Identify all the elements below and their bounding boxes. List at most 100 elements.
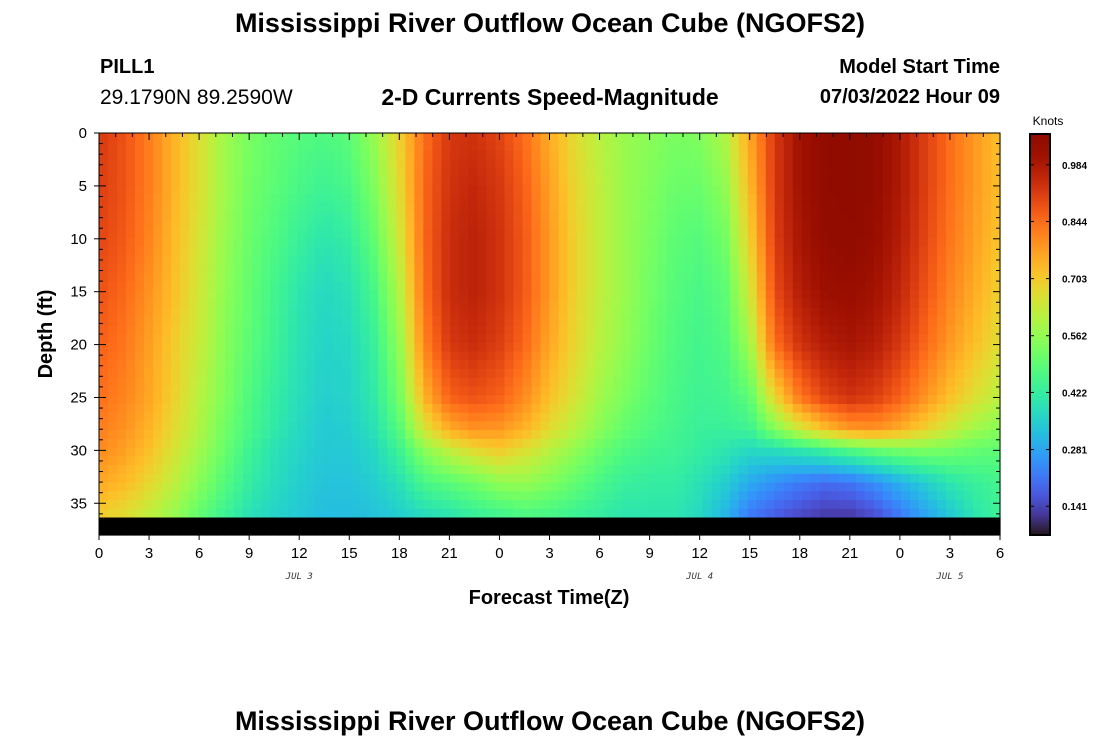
heatmap-cell (891, 395, 902, 405)
heatmap-cell (207, 482, 217, 492)
heatmap-cell (513, 342, 524, 353)
heatmap-cell (729, 159, 740, 169)
heatmap-cell (126, 351, 136, 361)
heatmap-cell (378, 447, 388, 457)
heatmap-cell (342, 421, 352, 431)
heatmap-cell (189, 395, 199, 405)
heatmap-cell (990, 272, 1001, 283)
heatmap-cell (180, 299, 190, 309)
heatmap-cell (558, 133, 569, 143)
heatmap-cell (342, 316, 352, 326)
heatmap-cell (459, 377, 470, 388)
heatmap-cell (594, 421, 605, 431)
heatmap-cell (234, 133, 244, 143)
heatmap-cell (837, 159, 848, 169)
heatmap-cell (423, 360, 433, 370)
heatmap-cell (495, 255, 506, 265)
heatmap-cell (774, 299, 785, 309)
heatmap-cell (540, 342, 551, 353)
heatmap-cell (774, 325, 785, 335)
heatmap-cell (477, 229, 488, 239)
heatmap-cell (117, 237, 127, 248)
heatmap-cell (810, 351, 821, 361)
heatmap-cell (459, 325, 470, 335)
heatmap-cell (873, 299, 884, 309)
heatmap-cell (234, 438, 244, 449)
heatmap-cell (477, 334, 488, 344)
heatmap-cell (558, 491, 569, 501)
heatmap-cell (234, 290, 244, 300)
heatmap-cell (261, 403, 271, 414)
heatmap-cell (342, 211, 352, 221)
heatmap-cell (666, 526, 677, 536)
heatmap-cell (657, 246, 668, 256)
heatmap-cell (792, 456, 803, 466)
heatmap-cell (324, 395, 334, 405)
heatmap-cell (306, 211, 316, 221)
heatmap-cell (621, 281, 632, 291)
heatmap-cell (738, 167, 749, 178)
heatmap-cell (711, 403, 722, 414)
heatmap-cell (216, 395, 226, 405)
heatmap-cell (189, 430, 199, 440)
heatmap-cell (567, 229, 578, 239)
heatmap-cell (594, 229, 605, 239)
heatmap-cell (693, 246, 704, 256)
heatmap-cell (450, 194, 460, 204)
heatmap-cell (117, 412, 127, 422)
heatmap-cell (279, 185, 289, 195)
heatmap-cell (369, 430, 379, 440)
heatmap-cell (513, 438, 524, 449)
heatmap-cell (216, 194, 226, 204)
heatmap-cell (990, 237, 1001, 248)
heatmap-cell (207, 403, 217, 414)
heatmap-cell (990, 202, 1001, 213)
heatmap-cell (828, 211, 839, 221)
heatmap-cell (648, 176, 659, 187)
heatmap-cell (981, 307, 992, 318)
y-axis-title: Depth (ft) (35, 290, 57, 379)
heatmap-cell (252, 194, 262, 204)
heatmap-cell (621, 255, 632, 265)
heatmap-cell (981, 255, 992, 265)
heatmap-cell (450, 430, 460, 440)
heatmap-cell (351, 342, 361, 353)
heatmap-cell (900, 473, 911, 484)
heatmap-cell (288, 421, 298, 431)
heatmap-cell (531, 150, 542, 160)
heatmap-cell (423, 272, 433, 283)
heatmap-cell (819, 456, 830, 466)
heatmap-cell (450, 167, 460, 178)
heatmap-cell (621, 246, 632, 256)
heatmap-cell (342, 264, 352, 274)
heatmap-cell (306, 342, 316, 353)
heatmap-cell (819, 290, 830, 300)
heatmap-cell (855, 377, 866, 388)
heatmap-cell (693, 473, 704, 484)
heatmap-cell (396, 185, 406, 195)
heatmap-cell (810, 194, 821, 204)
heatmap-cell (747, 421, 758, 431)
heatmap-cell (171, 526, 181, 536)
heatmap-cell (954, 202, 965, 213)
heatmap-cell (342, 202, 352, 213)
heatmap-cell (873, 264, 884, 274)
heatmap-cell (549, 430, 560, 440)
heatmap-cell (774, 517, 785, 527)
heatmap-cell (234, 316, 244, 326)
heatmap-cell (603, 368, 614, 379)
heatmap-cell (315, 360, 325, 370)
heatmap-cell (135, 159, 145, 169)
heatmap-cell (756, 465, 767, 475)
heatmap-cell (432, 237, 442, 248)
heatmap-cell (198, 447, 208, 457)
heatmap-cell (207, 465, 217, 475)
heatmap-cell (396, 473, 406, 484)
heatmap-cell (567, 447, 578, 457)
heatmap-cell (558, 412, 569, 422)
heatmap-cell (441, 430, 451, 440)
heatmap-cell (963, 281, 974, 291)
heatmap-cell (792, 430, 803, 440)
heatmap-cell (855, 412, 866, 422)
heatmap-cell (477, 141, 488, 152)
